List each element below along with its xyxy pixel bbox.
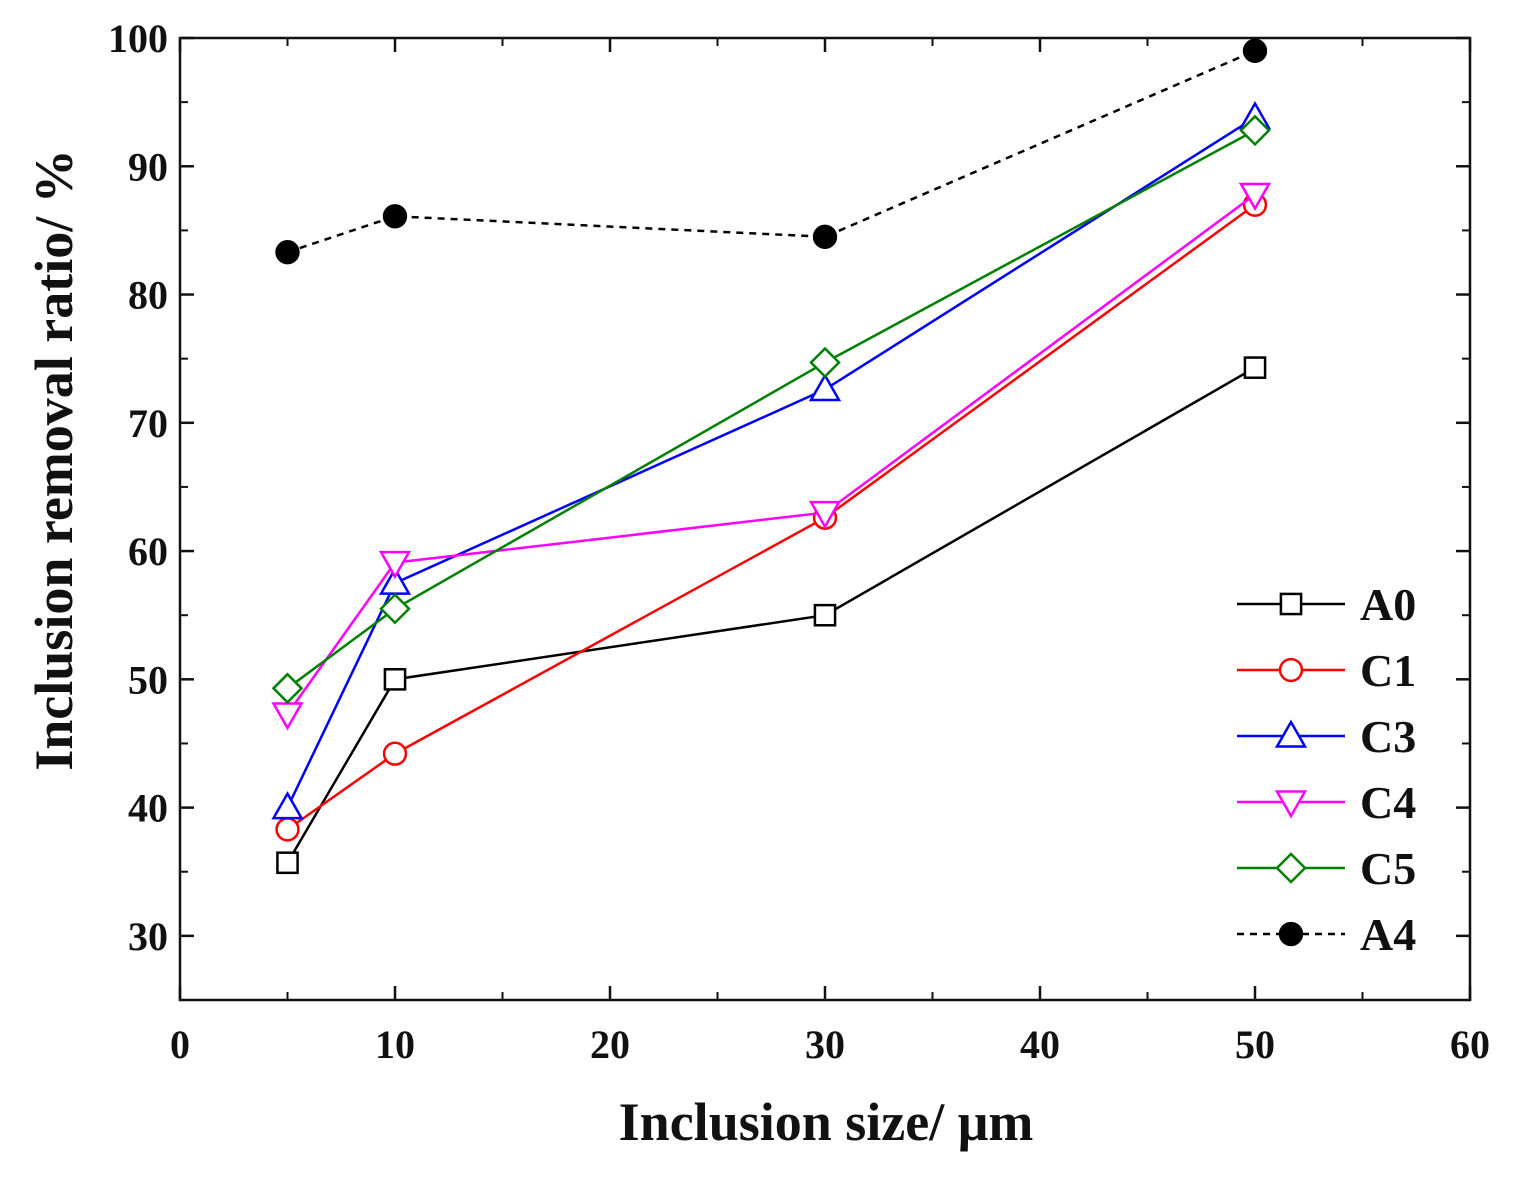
axis-ticks: 0 10 20 30 40 50 60 30 40 50 60 70 80 90 100 <box>108 16 1490 1067</box>
data-point-c4 <box>808 500 842 530</box>
y-tick-label: 60 <box>128 529 168 574</box>
data-point-c5 <box>271 672 304 705</box>
legend-label-c5: C5 <box>1360 843 1416 894</box>
legend-item-a4: A4 <box>1237 909 1416 960</box>
legend-item-c5: C5 <box>1237 843 1416 894</box>
x-tick-label: 20 <box>590 1022 630 1067</box>
x-tick-label: 0 <box>170 1022 190 1067</box>
y-tick-label: 30 <box>128 914 168 959</box>
series-line-c3 <box>286 116 1256 809</box>
x-tick-label: 30 <box>805 1022 845 1067</box>
data-point-a0 <box>276 851 299 875</box>
series-c5 <box>271 114 1271 705</box>
series-line-a0 <box>286 366 1256 864</box>
x-tick-label: 40 <box>1020 1022 1060 1067</box>
series-c4 <box>271 182 1272 731</box>
series-line-c1 <box>286 203 1256 831</box>
data-point-a0 <box>813 603 837 627</box>
data-point-a4 <box>1242 38 1268 63</box>
data-point-c5 <box>379 593 411 625</box>
series-a4 <box>275 38 1268 265</box>
x-tick-label: 60 <box>1450 1022 1490 1067</box>
legend-item-a0: A0 <box>1237 579 1416 630</box>
series-layer <box>271 38 1272 875</box>
legend-marker-a4 <box>1278 921 1304 947</box>
x-tick-label: 50 <box>1235 1022 1275 1067</box>
y-tick-label: 70 <box>128 401 168 446</box>
y-tick-label: 90 <box>128 144 168 189</box>
series-line-c4 <box>286 193 1256 715</box>
data-point-a0 <box>1243 356 1267 379</box>
data-point-c4 <box>271 702 304 731</box>
x-tick-label: 10 <box>375 1022 415 1067</box>
legend-marker-c3 <box>1274 719 1308 748</box>
data-point-c4 <box>1238 182 1272 212</box>
legend-item-c4: C4 <box>1237 777 1416 828</box>
legend-item-c3: C3 <box>1237 711 1416 762</box>
x-axis-title: Inclusion size/ μm <box>619 1092 1034 1152</box>
legend-item-c1: C1 <box>1237 645 1416 696</box>
data-point-c3 <box>808 372 842 402</box>
y-tick-label: 50 <box>128 657 168 702</box>
data-point-a4 <box>382 204 408 229</box>
legend-marker-a0 <box>1279 592 1303 616</box>
legend-marker-c5 <box>1275 852 1307 884</box>
legend: A0 C1 C3 C4 C5 A4 <box>1237 579 1416 960</box>
data-point-a0 <box>383 668 407 691</box>
legend-marker-c4 <box>1274 790 1308 819</box>
data-point-a4 <box>812 224 838 249</box>
y-axis-title: Inclusion removal ratio/ % <box>24 149 84 771</box>
data-point-c1 <box>275 817 300 842</box>
series-line-c5 <box>286 129 1256 690</box>
y-tick-label: 100 <box>108 16 168 61</box>
legend-marker-c1 <box>1278 657 1304 683</box>
legend-label-c3: C3 <box>1360 711 1416 762</box>
y-tick-label: 40 <box>128 786 168 831</box>
data-point-c4 <box>378 550 412 580</box>
y-tick-label: 80 <box>128 273 168 318</box>
data-point-c1 <box>382 741 408 766</box>
data-point-a4 <box>275 240 300 265</box>
legend-label-a4: A4 <box>1360 909 1416 960</box>
series-line-a4 <box>287 49 1256 254</box>
data-point-c3 <box>271 791 304 820</box>
legend-label-c1: C1 <box>1360 645 1416 696</box>
series-a0 <box>276 356 1267 875</box>
series-c3 <box>271 101 1272 820</box>
legend-label-a0: A0 <box>1360 579 1416 630</box>
legend-label-c4: C4 <box>1360 777 1416 828</box>
data-point-c5 <box>809 346 841 379</box>
data-point-c5 <box>1239 114 1271 147</box>
series-c1 <box>275 192 1268 842</box>
